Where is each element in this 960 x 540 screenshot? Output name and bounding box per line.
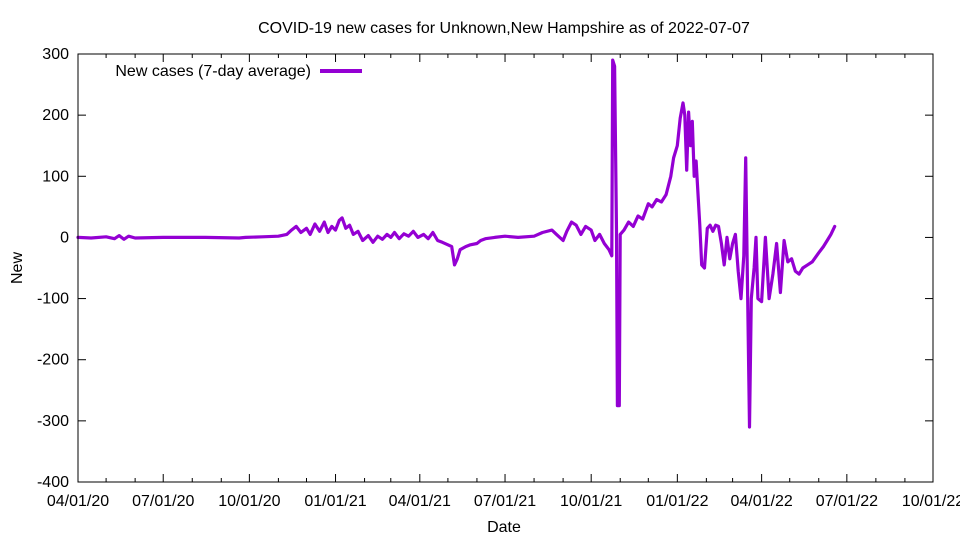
legend: New cases (7-day average) bbox=[115, 63, 362, 80]
x-tick-label: 01/01/22 bbox=[646, 493, 708, 510]
x-tick-label: 10/01/22 bbox=[902, 493, 960, 510]
y-axis-label: New bbox=[9, 252, 26, 284]
x-tick-label: 07/01/20 bbox=[132, 493, 194, 510]
tick-labels: 300 200 100 0 -100 -200 -300 -400 04/01/20 07/01/… bbox=[37, 46, 960, 510]
x-tick-label: 04/01/22 bbox=[730, 493, 792, 510]
y-tick-label: -100 bbox=[37, 291, 69, 308]
x-tick-label: 04/01/20 bbox=[47, 493, 109, 510]
chart-title: COVID-19 new cases for Unknown,New Hamps… bbox=[258, 20, 750, 37]
x-tick-label: 07/01/21 bbox=[474, 493, 536, 510]
y-tick-label: -300 bbox=[37, 413, 69, 430]
y-tick-label: -400 bbox=[37, 474, 69, 491]
y-tick-label: 100 bbox=[42, 168, 69, 185]
x-tick-label: 04/01/21 bbox=[389, 493, 451, 510]
legend-label: New cases (7-day average) bbox=[115, 63, 311, 80]
x-tick-label: 01/01/21 bbox=[304, 493, 366, 510]
y-tick-label: 0 bbox=[60, 229, 69, 246]
plot-area bbox=[76, 58, 837, 429]
y-tick-label: 300 bbox=[42, 46, 69, 63]
y-tick-label: 200 bbox=[42, 107, 69, 124]
x-axis-label: Date bbox=[487, 519, 521, 536]
x-tick-label: 10/01/20 bbox=[218, 493, 280, 510]
series-line bbox=[76, 58, 837, 429]
x-tick-label: 07/01/22 bbox=[816, 493, 878, 510]
x-tick-label: 10/01/21 bbox=[560, 493, 622, 510]
y-tick-label: -200 bbox=[37, 352, 69, 369]
plot-frame bbox=[77, 53, 934, 483]
